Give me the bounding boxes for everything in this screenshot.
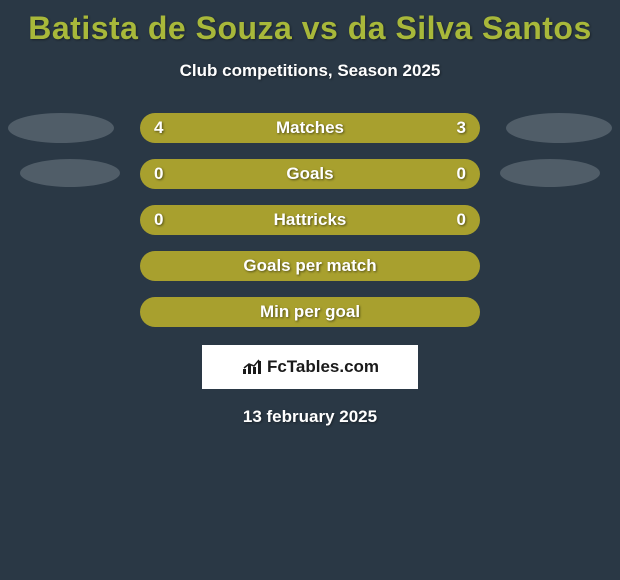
stat-value-right: 3 [457, 118, 466, 138]
stat-bar: 4 Matches 3 [140, 113, 480, 143]
chart-icon [241, 358, 263, 376]
stat-label: Matches [276, 118, 344, 138]
stat-bar: Goals per match [140, 251, 480, 281]
stat-row: 0 Goals 0 [0, 159, 620, 189]
stat-row: 0 Hattricks 0 [0, 205, 620, 235]
stat-value-right: 0 [457, 164, 466, 184]
stat-bar: 0 Hattricks 0 [140, 205, 480, 235]
date-label: 13 february 2025 [0, 407, 620, 427]
comparison-subtitle: Club competitions, Season 2025 [0, 61, 620, 81]
stat-value-left: 0 [154, 164, 163, 184]
stat-label: Goals per match [243, 256, 376, 276]
stat-row: Min per goal [0, 297, 620, 327]
stat-value-left: 4 [154, 118, 163, 138]
stat-label: Hattricks [274, 210, 347, 230]
stat-value-left: 0 [154, 210, 163, 230]
stat-row: 4 Matches 3 [0, 113, 620, 143]
player-left-marker [8, 113, 114, 143]
stats-container: 4 Matches 3 0 Goals 0 0 Hattricks 0 Goal… [0, 113, 620, 327]
stat-bar: 0 Goals 0 [140, 159, 480, 189]
player-right-marker [506, 113, 612, 143]
logo-text: FcTables.com [267, 357, 379, 377]
stat-row: Goals per match [0, 251, 620, 281]
stat-label: Goals [286, 164, 333, 184]
player-right-marker [500, 159, 600, 187]
comparison-title: Batista de Souza vs da Silva Santos [0, 0, 620, 47]
player-left-marker [20, 159, 120, 187]
stat-value-right: 0 [457, 210, 466, 230]
stat-label: Min per goal [260, 302, 360, 322]
stat-bar: Min per goal [140, 297, 480, 327]
logo-box: FcTables.com [202, 345, 418, 389]
